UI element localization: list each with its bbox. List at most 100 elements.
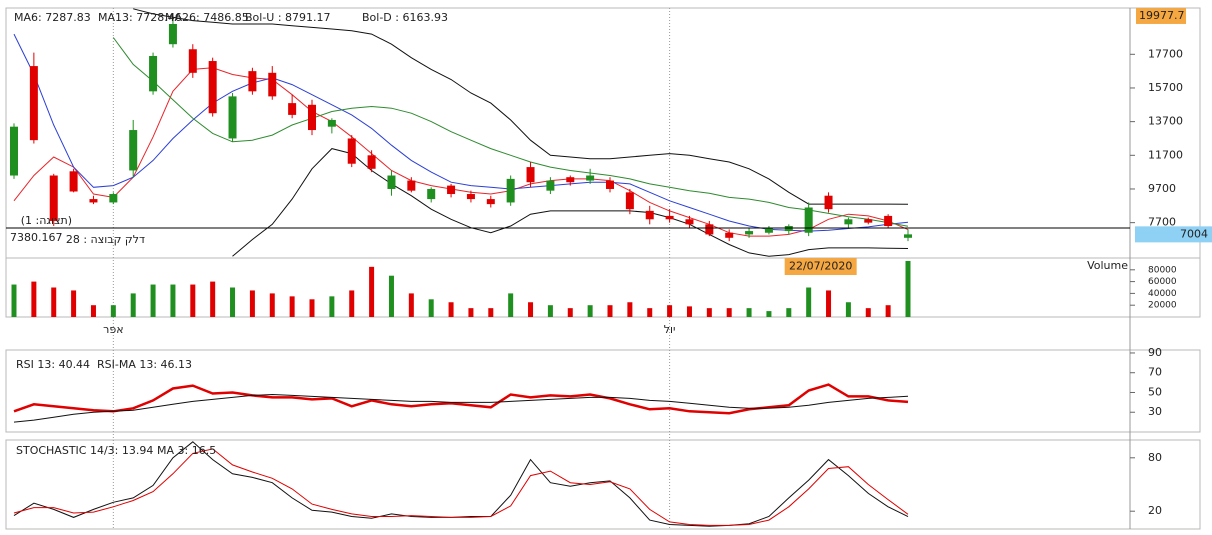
volume-bar <box>686 306 692 317</box>
volume-bar <box>528 302 534 317</box>
candle-body <box>10 126 18 176</box>
candle-body <box>824 195 833 210</box>
y-tick-label: 11700 <box>1148 148 1183 161</box>
last-price-box <box>1135 226 1212 243</box>
y-tick-label: 17700 <box>1148 47 1183 60</box>
volume-bar <box>309 299 315 317</box>
volume-bar <box>369 266 375 317</box>
candle-body <box>645 210 654 220</box>
candle-body <box>586 175 595 181</box>
candle-body <box>625 192 634 210</box>
volume-bar <box>230 287 236 317</box>
volume-bar <box>647 308 653 317</box>
series-line <box>133 8 909 205</box>
candle-body <box>784 226 793 232</box>
volume-bar <box>269 293 275 317</box>
crosshair-date: 22/07/2020 <box>789 260 852 273</box>
volume-bar <box>845 302 851 317</box>
volume-bar <box>667 305 673 317</box>
y-tick-label: 15700 <box>1148 81 1183 94</box>
candle-body <box>466 194 475 200</box>
candle-body <box>904 234 912 238</box>
candle-body <box>109 194 118 203</box>
legend-entry: MA6: 7287.83 <box>14 11 91 24</box>
series-line <box>13 393 909 423</box>
y-tick-label: 70 <box>1148 366 1162 379</box>
volume-bar <box>329 296 335 317</box>
series-line <box>13 383 909 415</box>
crosshair-price: 7380.167 <box>10 231 63 244</box>
candle-body <box>387 175 396 189</box>
volume-bar <box>746 308 752 317</box>
legend-entry: RSI 13: 40.44 <box>16 358 90 371</box>
volume-bar <box>388 275 394 317</box>
candle-body <box>129 130 138 171</box>
volume-bar <box>31 281 37 317</box>
volume-bar <box>726 308 732 317</box>
date-box <box>784 258 857 275</box>
series-line <box>13 448 909 526</box>
candle-body <box>745 231 754 235</box>
y-tick-label: 20000 <box>1148 301 1177 311</box>
candle-body <box>705 224 714 235</box>
volume-bar <box>110 305 116 317</box>
y-tick-label: 7700 <box>1148 216 1176 229</box>
volume-bar <box>547 305 553 317</box>
x-tick-label: יול <box>664 323 676 336</box>
legend-entry: Bol-D : 6163.93 <box>362 11 448 24</box>
series-line <box>112 37 909 227</box>
y-tick-label: 50 <box>1148 385 1162 398</box>
legend-entry: RSI-MA 13: 46.13 <box>97 358 192 371</box>
volume-bar <box>508 293 514 317</box>
candle-body <box>486 199 495 205</box>
volume-bar <box>11 284 17 317</box>
volume-bar <box>289 296 295 317</box>
candle-body <box>29 66 38 141</box>
last-price: 7004 <box>1180 227 1208 240</box>
candle-body <box>884 215 893 227</box>
candle-body <box>725 232 734 238</box>
volume-bar <box>766 311 772 317</box>
candle-body <box>685 219 694 225</box>
volume-bar <box>905 260 911 317</box>
candle-body <box>864 219 873 223</box>
candle-body <box>447 185 456 195</box>
volume-bar <box>428 299 434 317</box>
series-line <box>13 33 909 232</box>
panel-frame <box>5 439 1201 530</box>
volume-title: Volume <box>1087 259 1128 272</box>
candle-body <box>764 227 773 233</box>
candle-body <box>228 96 237 139</box>
volume-bar <box>826 290 832 317</box>
volume-bar <box>806 287 812 317</box>
x-tick-label: אפר <box>103 323 123 336</box>
volume-bar <box>865 308 871 317</box>
panel-frame <box>5 7 1201 259</box>
y-tick-label: 80 <box>1148 451 1162 464</box>
candle-body <box>804 207 813 233</box>
volume-bar <box>468 308 474 317</box>
volume-bar <box>349 290 355 317</box>
panel-frame <box>5 257 1201 318</box>
candle-body <box>327 119 336 127</box>
candle-body <box>546 180 555 191</box>
volume-bar <box>786 308 792 317</box>
candle-body <box>69 171 78 192</box>
candle-body <box>89 199 98 203</box>
candle-body <box>268 72 277 97</box>
volume-bar <box>706 308 712 317</box>
candle-body <box>188 49 197 73</box>
candle-body <box>506 178 515 203</box>
volume-bar <box>51 287 57 317</box>
volume-bar <box>170 284 176 317</box>
candle-body <box>526 167 535 183</box>
candle-body <box>248 71 257 92</box>
volume-bar <box>130 293 136 317</box>
instrument-name: דלק קבוצה : 28 <box>66 233 145 246</box>
y-tick-label: 40000 <box>1148 289 1177 299</box>
candle-body <box>367 155 376 169</box>
candle-body <box>149 55 158 92</box>
volume-bar <box>488 308 494 317</box>
candle-body <box>49 175 58 221</box>
